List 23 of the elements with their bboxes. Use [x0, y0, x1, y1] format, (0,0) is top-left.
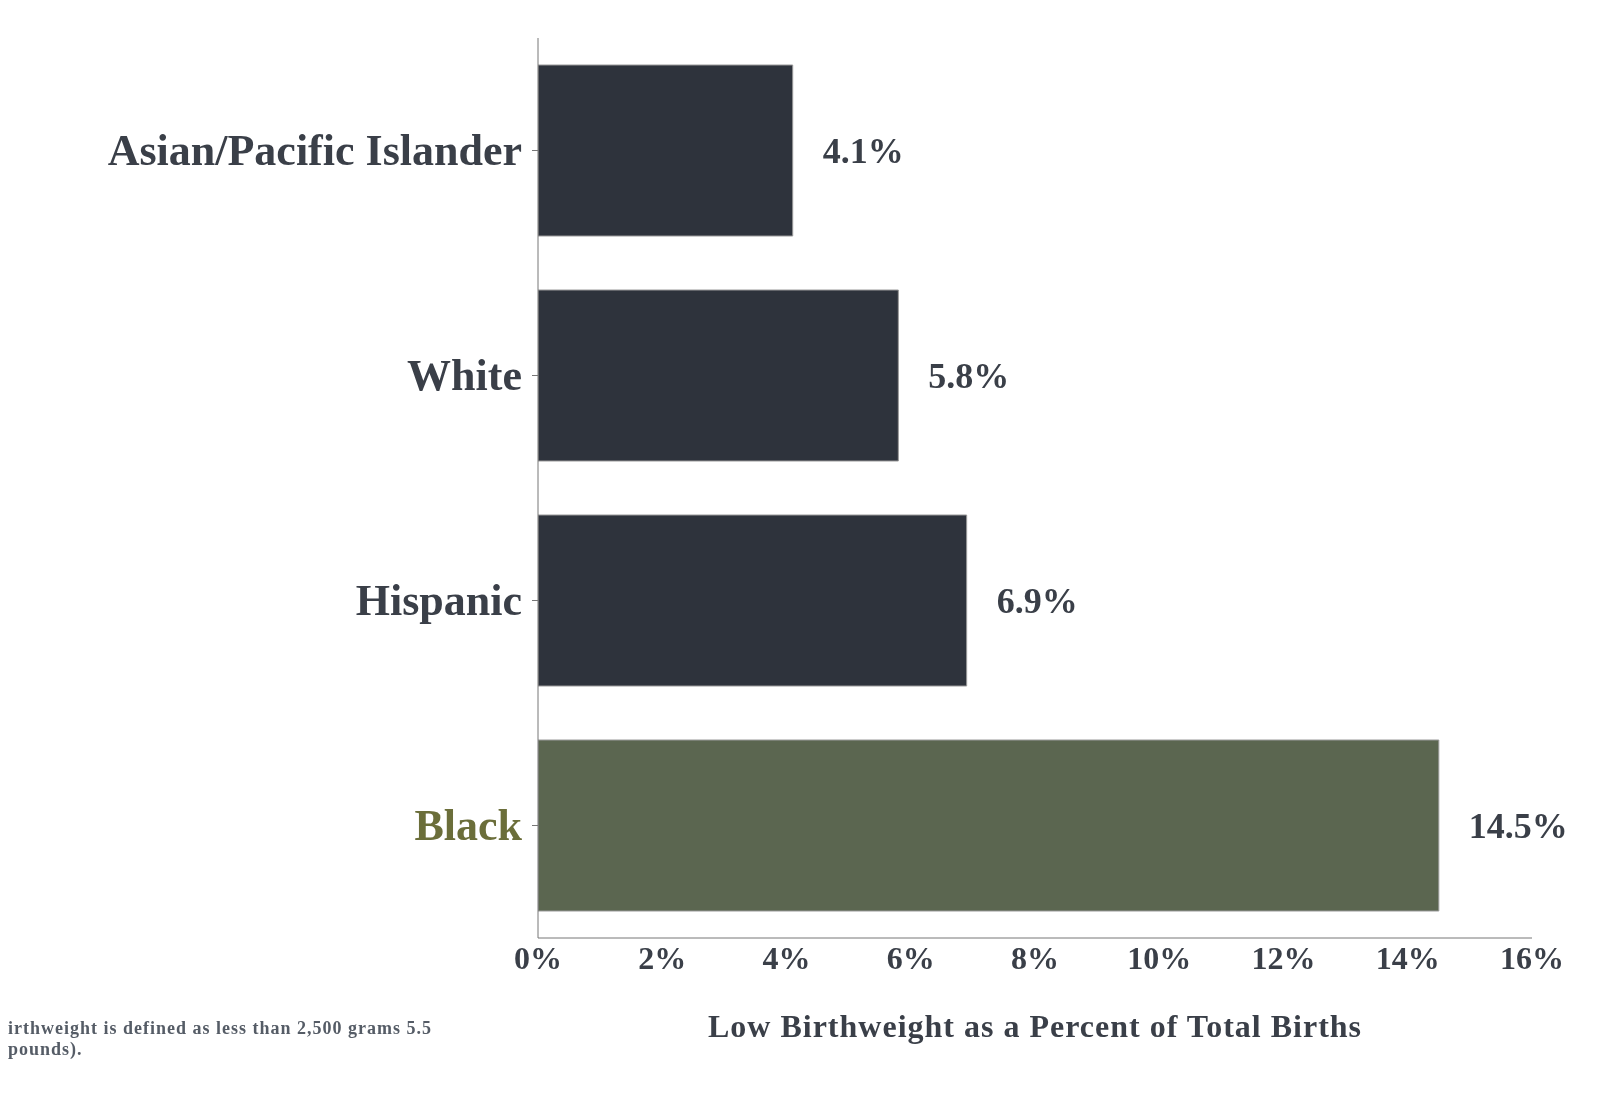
- bar: [538, 64, 794, 237]
- bar: [538, 739, 1440, 912]
- data-label: 4.1%: [822, 131, 904, 172]
- x-tick-label: 14%: [1375, 939, 1440, 976]
- x-tick-label: 4%: [762, 939, 811, 976]
- x-tick-label: 0%: [514, 939, 562, 976]
- y-tick-label: Hispanic: [355, 575, 522, 625]
- data-label: 6.9%: [996, 581, 1078, 622]
- data-label: 14.5%: [1468, 806, 1568, 847]
- y-tick-label: Black: [414, 800, 523, 850]
- x-tick-label: 6%: [886, 939, 935, 976]
- x-axis-title: Low Birthweight as a Percent of Total Births: [706, 1008, 1364, 1045]
- text: irthweight is defined as less than 2,500 grams 5.5 pounds).: [8, 1018, 433, 1060]
- bar: [538, 289, 899, 462]
- x-tick-label: 8%: [1011, 939, 1059, 976]
- data-label: 5.8%: [928, 356, 1010, 397]
- y-tick-label: White: [407, 350, 522, 400]
- y-tick-label: Asian/Pacific Islander: [107, 125, 522, 175]
- bar: [538, 514, 968, 687]
- x-tick-label: 10%: [1127, 939, 1192, 976]
- x-tick-label: 2%: [638, 939, 687, 976]
- x-tick-label: 12%: [1251, 939, 1316, 976]
- x-tick-label: 16%: [1500, 939, 1564, 976]
